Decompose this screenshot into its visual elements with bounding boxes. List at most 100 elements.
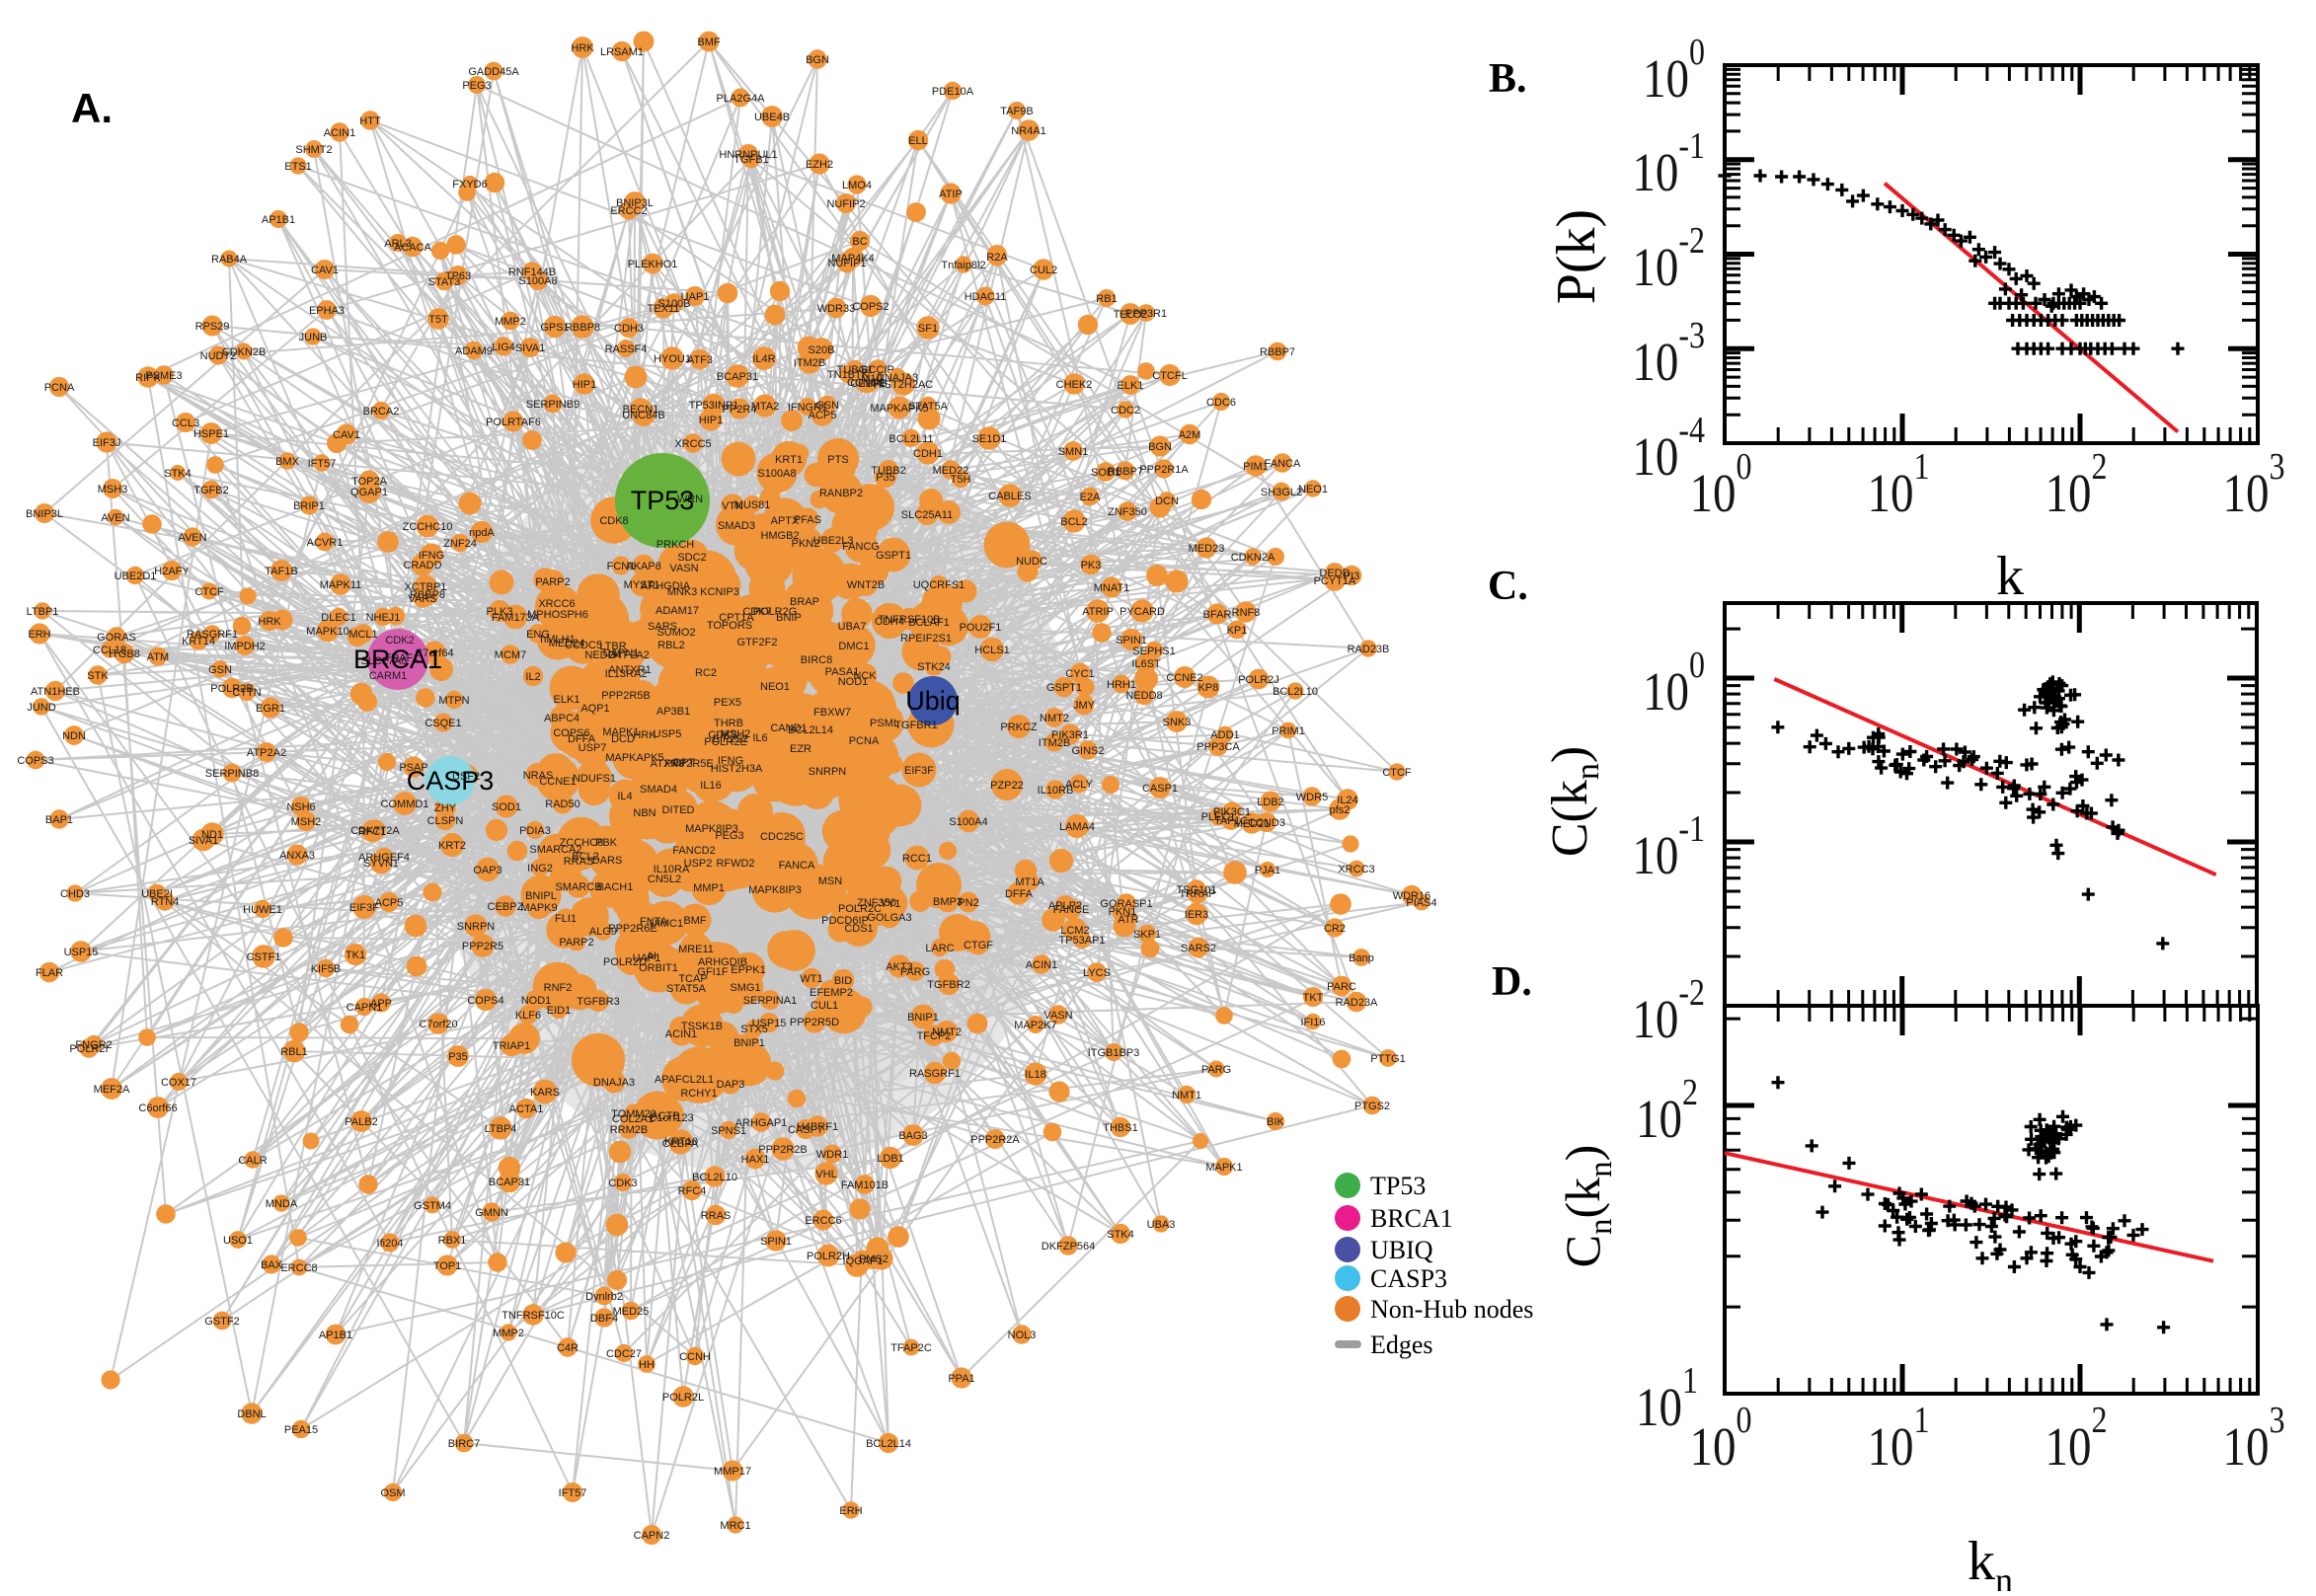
svg-text:HUWE1: HUWE1	[243, 904, 282, 916]
svg-text:NUDC: NUDC	[1016, 556, 1047, 568]
svg-text:THBS1: THBS1	[1103, 1122, 1137, 1134]
svg-text:TOP1: TOP1	[433, 1260, 462, 1272]
svg-text:EIF2S2: EIF2S2	[713, 733, 749, 745]
svg-text:MED22: MED22	[933, 465, 969, 477]
svg-text:PPP2R5D: PPP2R5D	[790, 1017, 839, 1028]
svg-text:CDC2: CDC2	[1111, 405, 1140, 417]
svg-text:DEDD: DEDD	[1319, 568, 1350, 579]
svg-text:VASN: VASN	[1043, 1010, 1072, 1022]
svg-text:CDC27: CDC27	[606, 1348, 642, 1360]
svg-text:BNIP3L: BNIP3L	[26, 508, 63, 520]
svg-text:PLEC1: PLEC1	[1201, 811, 1236, 823]
svg-text:SMN1: SMN1	[1058, 446, 1089, 458]
svg-text:DAP3: DAP3	[717, 1079, 745, 1091]
svg-text:KARS: KARS	[530, 1087, 560, 1099]
svg-text:BRCA2: BRCA2	[363, 406, 400, 418]
svg-text:ATIP: ATIP	[939, 189, 963, 200]
svg-text:UBA3: UBA3	[1147, 1219, 1176, 1231]
svg-text:SOD1: SOD1	[1091, 467, 1120, 479]
svg-text:ORBIT1: ORBIT1	[639, 962, 678, 974]
svg-text:S20B: S20B	[809, 344, 835, 356]
svg-text:TGFBR1: TGFBR1	[894, 720, 937, 731]
svg-text:USP5: USP5	[654, 728, 682, 740]
svg-text:BNIP1: BNIP1	[907, 1012, 939, 1024]
svg-text:MUS81: MUS81	[734, 499, 771, 511]
svg-text:ACVR1: ACVR1	[307, 537, 344, 549]
svg-text:DCN: DCN	[1155, 495, 1179, 507]
svg-text:MSH3: MSH3	[98, 484, 128, 495]
svg-text:POLR2E: POLR2E	[704, 736, 746, 748]
svg-text:RFWD2: RFWD2	[716, 858, 754, 870]
svg-text:YY1: YY1	[881, 898, 901, 910]
svg-text:FNGR2: FNGR2	[75, 1039, 112, 1051]
svg-text:CDK3: CDK3	[608, 1178, 637, 1189]
svg-text:CTCFL: CTCFL	[1152, 370, 1187, 382]
svg-text:ZCCHC8: ZCCHC8	[560, 837, 604, 849]
svg-text:CDS1: CDS1	[844, 923, 873, 935]
svg-text:AP3B1: AP3B1	[656, 706, 690, 718]
svg-text:IL6ST: IL6ST	[1131, 658, 1161, 670]
svg-text:E2A: E2A	[1080, 492, 1101, 503]
svg-text:PPP3R1: PPP3R1	[1125, 308, 1167, 320]
svg-text:BNIP: BNIP	[776, 612, 802, 624]
svg-text:IL13RA2: IL13RA2	[605, 668, 648, 680]
svg-text:STAT5A: STAT5A	[666, 983, 707, 995]
svg-text:MMP2: MMP2	[493, 1328, 524, 1339]
svg-text:SNRPN: SNRPN	[457, 921, 496, 933]
svg-text:TGFB2: TGFB2	[193, 485, 228, 496]
svg-text:NDN: NDN	[62, 730, 86, 742]
svg-text:RRM2B: RRM2B	[610, 1124, 649, 1136]
svg-text:DNAJA3: DNAJA3	[877, 372, 918, 384]
svg-text:PLK3: PLK3	[487, 606, 513, 618]
svg-text:M10: M10	[861, 373, 882, 385]
svg-text:BFAR: BFAR	[1203, 609, 1232, 621]
svg-text:NDUFS1: NDUFS1	[573, 773, 616, 785]
svg-text:ATN1HEB: ATN1HEB	[31, 686, 80, 698]
svg-text:AQP1: AQP1	[580, 703, 609, 715]
svg-text:UBE2D1: UBE2D1	[115, 570, 157, 582]
svg-text:BCL2L10: BCL2L10	[692, 1172, 737, 1183]
svg-text:RRAS: RRAS	[701, 1210, 732, 1222]
svg-text:MMP2: MMP2	[495, 316, 526, 328]
svg-text:CDK8: CDK8	[599, 515, 628, 527]
svg-text:CCL18: CCL18	[93, 645, 126, 656]
svg-text:SARS2: SARS2	[1181, 943, 1216, 954]
svg-text:CAV1: CAV1	[311, 265, 339, 276]
svg-text:CAPN1: CAPN1	[347, 1002, 383, 1014]
svg-text:PPP2R5B: PPP2R5B	[601, 690, 651, 702]
svg-text:AP1B1: AP1B1	[319, 1330, 352, 1341]
svg-text:JUND: JUND	[27, 702, 55, 714]
svg-text:C7orf64: C7orf64	[415, 647, 453, 659]
svg-text:MAP2K7: MAP2K7	[1014, 1020, 1056, 1031]
svg-text:HSPE1: HSPE1	[193, 428, 229, 440]
svg-text:MCL1: MCL1	[348, 629, 377, 641]
svg-text:HIP1: HIP1	[573, 379, 596, 391]
svg-text:COX17: COX17	[161, 1077, 196, 1089]
svg-text:k: k	[1996, 546, 2024, 607]
svg-text:BMX: BMX	[275, 456, 300, 468]
svg-text:CASP3: CASP3	[407, 766, 495, 796]
svg-text:NUDT2: NUDT2	[200, 350, 237, 362]
svg-text:POLR2C: POLR2C	[838, 903, 882, 915]
svg-text:USP15: USP15	[752, 1018, 787, 1029]
svg-text:ATRIP: ATRIP	[1082, 606, 1114, 618]
svg-text:MAPK10: MAPK10	[306, 626, 348, 638]
svg-text:PRKCH: PRKCH	[656, 539, 695, 551]
svg-text:ACACA: ACACA	[394, 242, 432, 254]
svg-text:NEO1: NEO1	[760, 681, 790, 693]
svg-text:LTBP1: LTBP1	[27, 606, 59, 618]
svg-text:DBNL: DBNL	[237, 1408, 266, 1420]
svg-text:WRN: WRN	[677, 494, 703, 505]
svg-text:EZH2: EZH2	[806, 159, 833, 171]
svg-text:PRKCZ: PRKCZ	[1000, 722, 1038, 733]
svg-text:MAPKAPK5: MAPKAPK5	[870, 403, 928, 415]
svg-text:PARC: PARC	[1327, 981, 1356, 993]
svg-text:ARL3: ARL3	[384, 238, 412, 250]
svg-text:BGN: BGN	[806, 54, 829, 66]
svg-text:COPS2: COPS2	[852, 301, 888, 313]
svg-text:PARG: PARG	[1201, 1064, 1231, 1076]
svg-text:B.: B.	[1489, 56, 1527, 102]
svg-text:MED21: MED21	[1234, 818, 1271, 830]
svg-text:CEBPA: CEBPA	[662, 1138, 699, 1150]
svg-text:T5H: T5H	[951, 474, 971, 486]
